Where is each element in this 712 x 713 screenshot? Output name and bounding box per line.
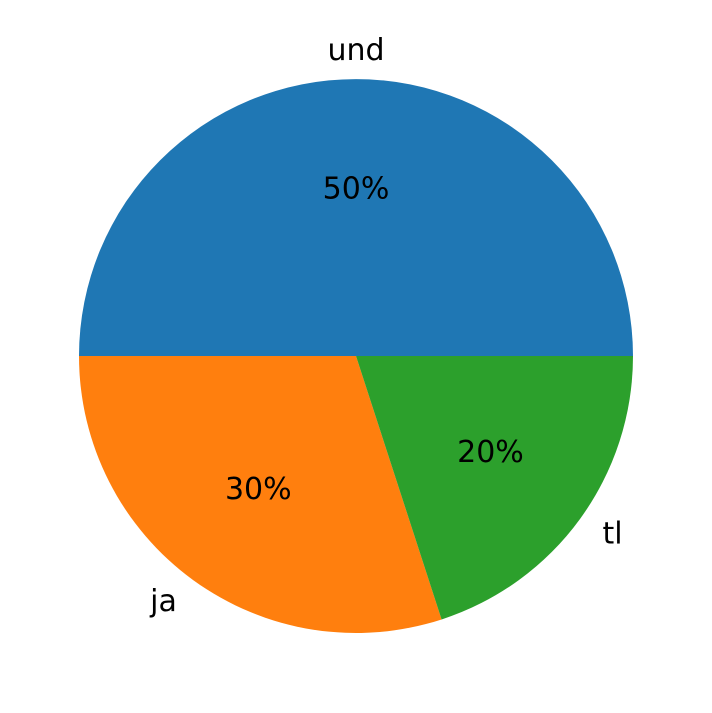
pie-slice — [356, 356, 633, 620]
percent-label: 30% — [225, 472, 292, 507]
percent-label: 20% — [457, 435, 524, 470]
pie-slice — [79, 79, 633, 356]
pie-slice — [79, 356, 442, 633]
slice-label: ja — [149, 584, 177, 619]
percent-label: 50% — [323, 171, 390, 206]
slice-label: tl — [603, 517, 623, 552]
slice-label: und — [327, 33, 384, 68]
